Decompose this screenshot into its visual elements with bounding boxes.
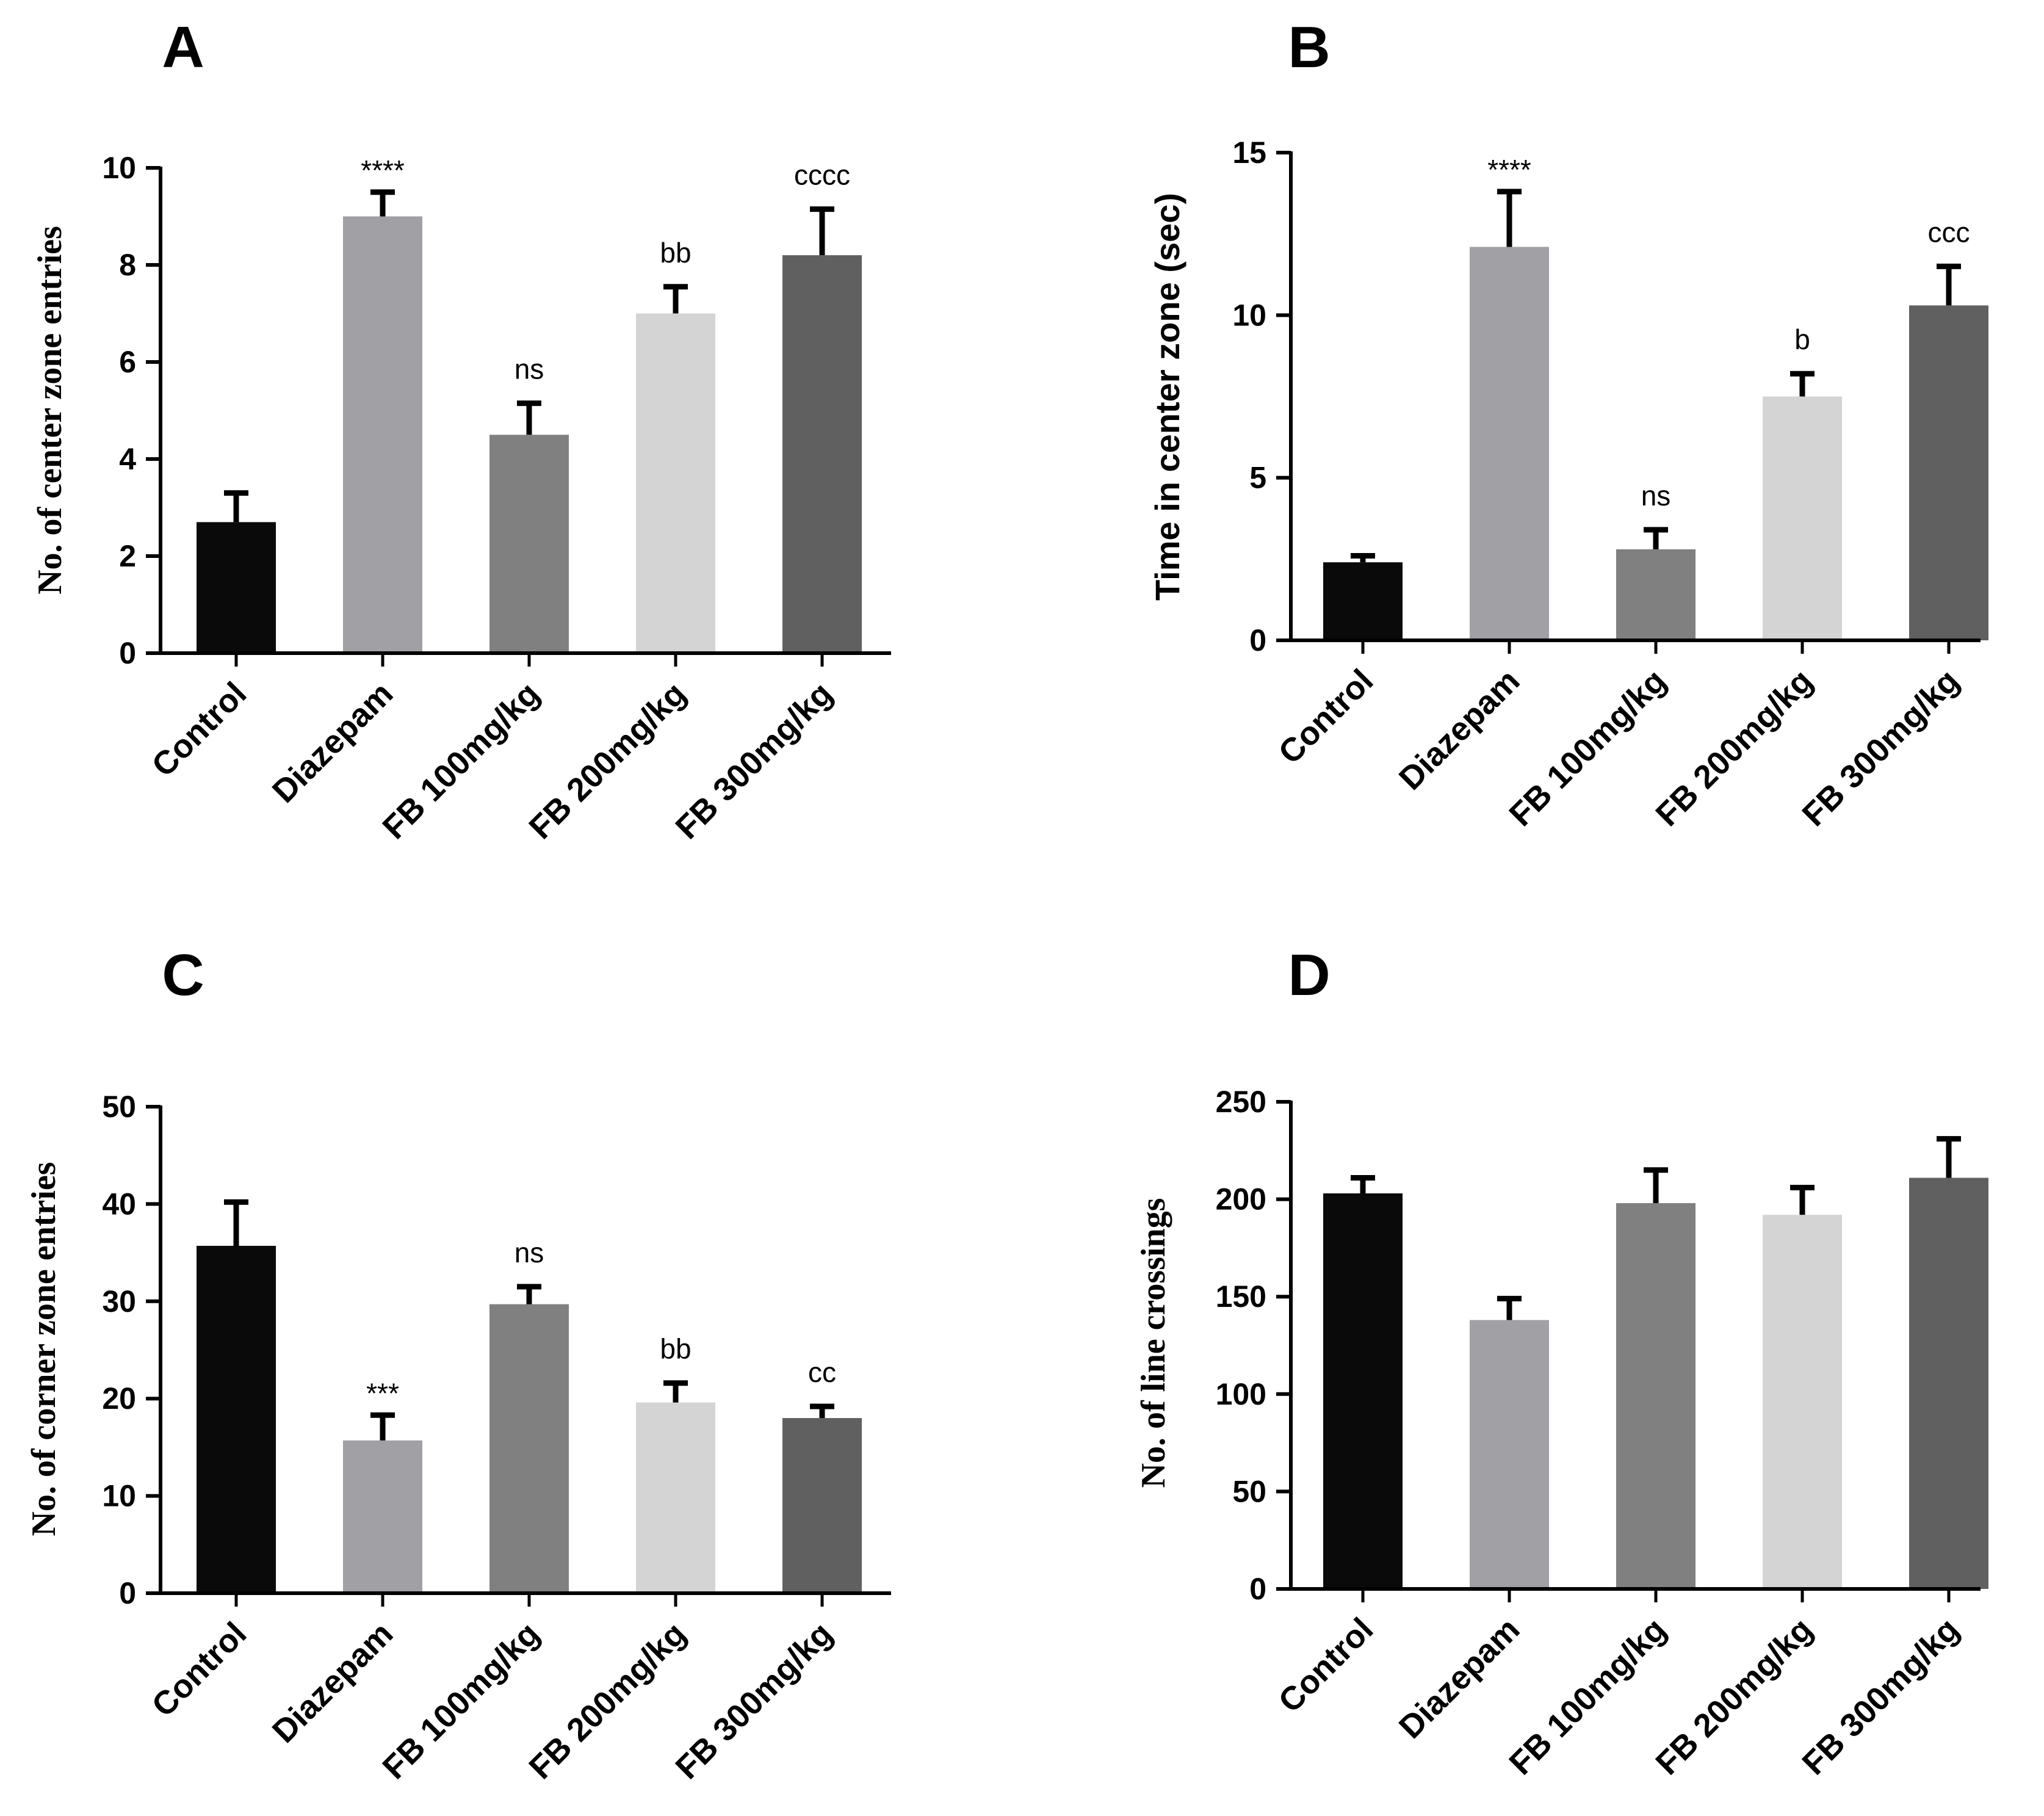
y-tick-label: 200 [1216,1182,1266,1217]
y-axis-title: Time in center zone (sec) [1148,193,1186,601]
bar-1 [1323,1193,1403,1589]
category-label: FB 100mg/kg [1502,662,1673,833]
bar-5 [782,255,862,654]
y-tick-label: 8 [119,248,136,282]
y-tick-label: 0 [119,636,136,670]
y-tick-label: 50 [1232,1474,1266,1508]
y-tick-label: 100 [1216,1377,1266,1411]
bar-2 [1470,1320,1549,1589]
bar-3 [489,435,569,653]
panel-letter: C [162,942,204,1008]
significance-label: **** [361,154,405,186]
significance-label: b [1794,324,1810,355]
category-label: FB 100mg/kg [375,1615,546,1786]
panel-letter: D [1288,942,1330,1008]
y-tick-label: 4 [119,442,136,476]
y-tick-label: 0 [1249,623,1266,657]
y-tick-label: 150 [1216,1279,1266,1314]
y-tick-label: 10 [102,151,136,185]
panel-a: A No. of center zone entries Control **** Di… [31,15,891,846]
y-tick-label: 50 [102,1090,136,1124]
y-tick-label: 6 [119,345,136,379]
category-label: FB 300mg/kg [1795,662,1966,833]
bar-5 [1909,1178,1988,1589]
y-tick-label: 0 [1249,1572,1266,1606]
bar-3 [1616,549,1696,640]
category-label: FB 100mg/kg [1502,1611,1673,1782]
category-label: FB 200mg/kg [1649,662,1819,833]
bar-5 [782,1418,862,1593]
category-label: Diazepam [1392,662,1527,797]
category-label: Diazepam [1392,1611,1527,1746]
y-tick-label: 15 [1232,136,1266,170]
significance-label: ns [515,1237,544,1268]
category-label: Control [145,1615,253,1724]
category-label: FB 300mg/kg [1795,1611,1966,1782]
category-label: FB 300mg/kg [668,675,839,846]
y-axis-title: No. of line crossings [1135,1198,1172,1488]
category-label: FB 300mg/kg [668,1615,839,1786]
panel-c: C No. of corner zone entries Control *** Dia… [25,942,891,1786]
significance-label: bb [660,237,691,269]
panel-b: B Time in center zone (sec) Control **** Dia… [1148,15,1988,833]
bar-2 [343,216,422,653]
y-axis-title: No. of center zone entries [31,226,69,595]
bar-2 [343,1440,422,1593]
significance-label: cc [808,1356,836,1388]
y-axis-title: No. of corner zone entries [25,1162,63,1536]
y-tick-label: 20 [102,1381,136,1416]
y-tick-label: 40 [102,1187,136,1221]
bar-5 [1909,305,1988,640]
bar-4 [1763,1215,1842,1589]
category-label: Control [1271,1611,1380,1720]
panel-letter: B [1288,15,1330,80]
category-label: Diazepam [265,675,400,810]
significance-label: bb [660,1333,691,1365]
significance-label: ccc [1928,216,1970,248]
bar-4 [1763,396,1842,640]
bar-1 [197,522,276,653]
y-tick-label: 10 [1232,298,1266,332]
bar-3 [489,1304,569,1593]
category-label: Diazepam [265,1615,400,1750]
bar-3 [1616,1203,1696,1589]
y-tick-label: 5 [1249,461,1266,495]
bar-1 [197,1245,276,1593]
category-label: Control [1271,662,1380,771]
significance-label: **** [1487,154,1531,186]
category-label: FB 200mg/kg [522,1615,693,1786]
category-label: FB 200mg/kg [522,675,693,846]
y-tick-label: 250 [1216,1085,1266,1119]
y-tick-label: 10 [102,1479,136,1513]
panel-letter: A [162,15,204,80]
bar-4 [636,1402,715,1593]
y-tick-label: 2 [119,539,136,573]
category-label: Control [145,675,253,784]
significance-label: ns [515,353,544,385]
significance-label: ns [1641,480,1671,512]
y-tick-label: 30 [102,1284,136,1319]
category-label: FB 200mg/kg [1649,1611,1819,1782]
y-tick-label: 0 [119,1576,136,1610]
significance-label: cccc [794,159,850,191]
bar-4 [636,313,715,653]
bar-1 [1323,562,1403,640]
bar-2 [1470,247,1549,640]
category-label: FB 100mg/kg [375,675,546,846]
significance-label: *** [366,1377,399,1409]
